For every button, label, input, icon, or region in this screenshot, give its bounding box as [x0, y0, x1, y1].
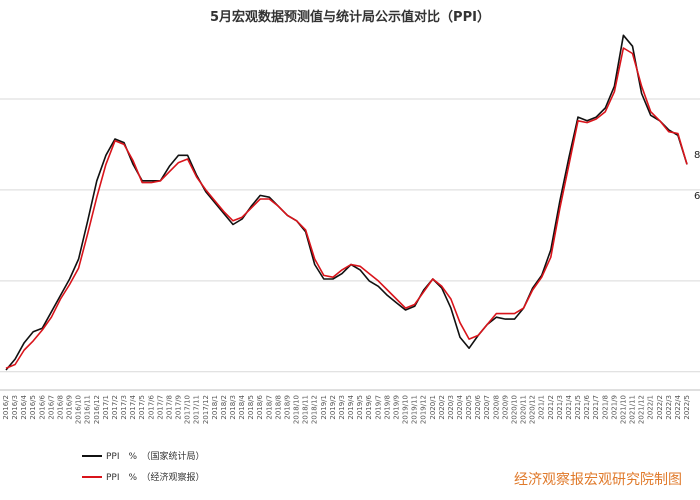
x-tick-label: 2019/10	[402, 395, 410, 424]
series-line-eeo	[5, 47, 688, 369]
x-tick-label: 2018/2	[220, 395, 228, 420]
x-tick-label: 2018/12	[311, 395, 319, 424]
x-tick-label: 2016/4	[20, 394, 28, 419]
x-tick-label: 2019/12	[420, 395, 428, 424]
x-tick-label: 2017/3	[120, 395, 128, 420]
x-tick-label: 2020/2	[438, 395, 446, 420]
x-tick-label: 2016/5	[29, 395, 37, 420]
x-tick-label: 2020/10	[510, 395, 518, 424]
x-tick-label: 2021/4	[565, 394, 573, 419]
x-tick-label: 2019/5	[356, 395, 364, 420]
legend: PPI % （国家统计局） PPI % （经济观察报）	[82, 450, 205, 483]
x-tick-label: 2022/5	[683, 395, 691, 420]
end-label: 6	[694, 191, 700, 202]
x-tick-label: 2021/6	[583, 394, 591, 419]
x-tick-label: 2017/11	[193, 395, 201, 424]
x-tick-label: 2017/9	[175, 395, 183, 420]
x-tick-label: 2017/5	[138, 395, 146, 420]
x-tick-label: 2016/8	[56, 395, 64, 420]
x-tick-label: 2017/7	[156, 395, 164, 420]
end-labels: 86	[694, 150, 700, 202]
x-tick-label: 2021/12	[638, 395, 646, 424]
x-tick-label: 2019/11	[411, 395, 419, 424]
x-tick-label: 2018/7	[265, 395, 273, 420]
legend-label-eeo: PPI % （经济观察报）	[106, 471, 205, 483]
x-tick-label: 2020/6	[474, 394, 482, 419]
x-tick-label: 2018/1	[211, 395, 219, 420]
x-tick-label: 2019/8	[383, 395, 391, 420]
x-tick-label: 2022/1	[647, 395, 655, 420]
x-tick-label: 2020/11	[520, 395, 528, 424]
x-tick-label: 2022/4	[674, 394, 682, 419]
x-tick-label: 2019/9	[392, 395, 400, 420]
x-tick-label: 2017/12	[202, 395, 210, 424]
x-tick-label: 2019/6	[365, 394, 373, 419]
x-tick-label: 2019/3	[338, 395, 346, 420]
x-tick-label: 2018/9	[283, 395, 291, 420]
series-line-nbs	[5, 34, 688, 371]
x-tick-label: 2016/2	[2, 395, 10, 420]
series-lines	[5, 34, 688, 371]
x-tick-label: 2021/3	[556, 395, 564, 420]
x-tick-label: 2017/4	[129, 394, 137, 419]
x-tick-label: 2019/7	[374, 395, 382, 420]
x-tick-label: 2021/8	[601, 395, 609, 420]
x-tick-label: 2017/1	[102, 395, 110, 420]
x-tick-label: 2021/11	[629, 395, 637, 424]
x-tick-label: 2016/9	[66, 395, 74, 420]
x-tick-label: 2021/1	[538, 395, 546, 420]
x-tick-label: 2017/2	[111, 395, 119, 420]
x-tick-label: 2016/10	[75, 395, 83, 424]
watermark-source: 经济观察报宏观研究院制图	[514, 471, 682, 488]
x-tick-label: 2020/12	[529, 395, 537, 424]
x-tick-label: 2022/3	[665, 395, 673, 420]
x-tick-label: 2021/2	[547, 395, 555, 420]
chart-title: 5月宏观数据预测值与统计局公示值对比（PPI）	[210, 9, 490, 25]
x-tick-label: 2019/1	[320, 395, 328, 420]
x-tick-label: 2020/4	[456, 394, 464, 419]
x-tick-label: 2020/8	[492, 395, 500, 420]
x-tick-label: 2016/12	[93, 395, 101, 424]
x-tick-label: 2020/9	[501, 395, 509, 420]
x-tick-label: 2021/7	[592, 395, 600, 420]
x-tick-label: 2018/3	[229, 395, 237, 420]
x-tick-label: 2016/7	[47, 395, 55, 420]
x-tick-label: 2016/6	[38, 394, 46, 419]
x-tick-label: 2016/3	[11, 395, 19, 420]
x-tick-label: 2021/10	[619, 395, 627, 424]
x-tick-label: 2018/10	[293, 395, 301, 424]
x-axis-tick-labels: 2016/2 2016/3 2016/4 2016/5 2016/6 2016/7 2016…	[2, 394, 691, 424]
x-tick-label: 2020/7	[483, 395, 491, 420]
x-tick-label: 2018/6	[256, 394, 264, 419]
x-tick-label: 2021/9	[610, 395, 618, 420]
x-tick-label: 2018/11	[302, 395, 310, 424]
x-tick-label: 2018/8	[274, 395, 282, 420]
x-tick-label: 2016/11	[84, 395, 92, 424]
x-tick-label: 2020/5	[465, 395, 473, 420]
x-tick-label: 2020/1	[429, 395, 437, 420]
x-tick-label: 2019/4	[347, 394, 355, 419]
x-tick-label: 2017/10	[184, 395, 192, 424]
gridlines	[0, 98, 700, 373]
end-label: 8	[694, 150, 700, 161]
x-tick-label: 2022/2	[656, 395, 664, 420]
x-tick-label: 2017/6	[147, 394, 155, 419]
x-tick-label: 2020/3	[447, 395, 455, 420]
x-tick-label: 2018/5	[247, 395, 255, 420]
legend-label-nbs: PPI % （国家统计局）	[106, 450, 205, 462]
x-tick-label: 2017/8	[165, 395, 173, 420]
x-tick-label: 2019/2	[329, 395, 337, 420]
x-tick-label: 2021/5	[574, 395, 582, 420]
x-tick-label: 2018/4	[238, 394, 246, 419]
